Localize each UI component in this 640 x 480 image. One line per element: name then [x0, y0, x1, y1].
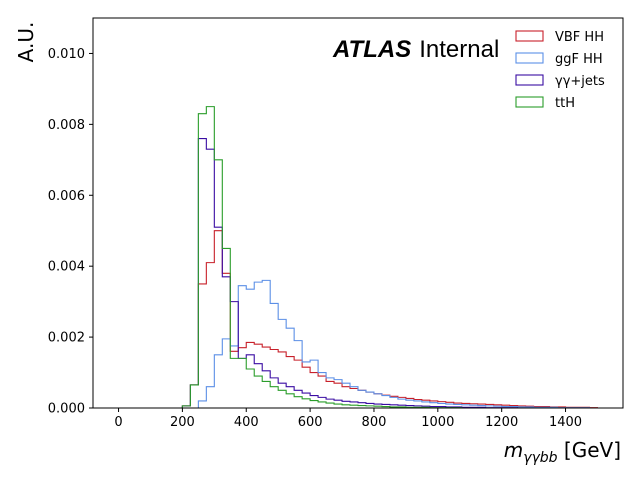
- x-tick-label: 800: [362, 415, 387, 430]
- legend: VBF HH ggF HH γγ+jets ttH: [515, 30, 605, 111]
- y-tick-label: 0.010: [48, 47, 85, 62]
- x-axis-label-var: m: [504, 438, 523, 462]
- y-tick-label: 0.006: [48, 189, 85, 204]
- series-line-1: [182, 279, 598, 409]
- x-tick-label: 1400: [549, 415, 582, 430]
- legend-label: γγ+jets: [555, 74, 605, 89]
- plot-frame: [92, 17, 624, 409]
- series-3: [181, 106, 598, 409]
- series-layer: [118, 106, 599, 409]
- legend-swatch: [515, 96, 544, 108]
- series-line-3: [181, 106, 598, 409]
- series-line-0: [181, 230, 599, 409]
- y-tick-label: 0.004: [48, 260, 85, 275]
- y-axis-label: A.U.: [14, 22, 38, 63]
- x-tick-label: 600: [298, 415, 323, 430]
- x-axis-label-sub: γγbb: [523, 450, 557, 466]
- x-tick-label: 400: [234, 415, 259, 430]
- x-tick-label: 1000: [421, 415, 454, 430]
- series-1: [182, 279, 598, 409]
- atlas-label-main: ATLAS: [332, 36, 411, 63]
- series-2: [181, 137, 598, 409]
- legend-swatch: [515, 52, 544, 64]
- x-tick-label: 0: [114, 415, 122, 430]
- series-line-2: [181, 137, 598, 409]
- legend-swatch: [515, 74, 544, 86]
- x-tick-label: 200: [170, 415, 195, 430]
- legend-label: VBF HH: [555, 30, 604, 45]
- legend-label: ggF HH: [555, 52, 603, 67]
- x-tick-label: 1200: [485, 415, 518, 430]
- y-tick-label: 0.008: [48, 118, 85, 133]
- x-axis-ticks: 0 200 400 600 800 1000 1200 1400: [114, 408, 582, 430]
- atlas-label: ATLAS Internal: [332, 36, 499, 63]
- y-tick-label: 0.002: [48, 331, 85, 346]
- series-0: [181, 230, 599, 409]
- y-axis-ticks: 0.000 0.002 0.004 0.006 0.008 0.010: [48, 47, 93, 417]
- legend-swatch: [515, 30, 544, 42]
- x-axis-label: mγγbb [GeV]: [504, 438, 621, 466]
- x-axis-label-unit: [GeV]: [558, 438, 621, 462]
- y-tick-label: 0.000: [48, 402, 85, 417]
- atlas-label-sub: Internal: [419, 36, 499, 63]
- legend-label: ttH: [555, 96, 575, 111]
